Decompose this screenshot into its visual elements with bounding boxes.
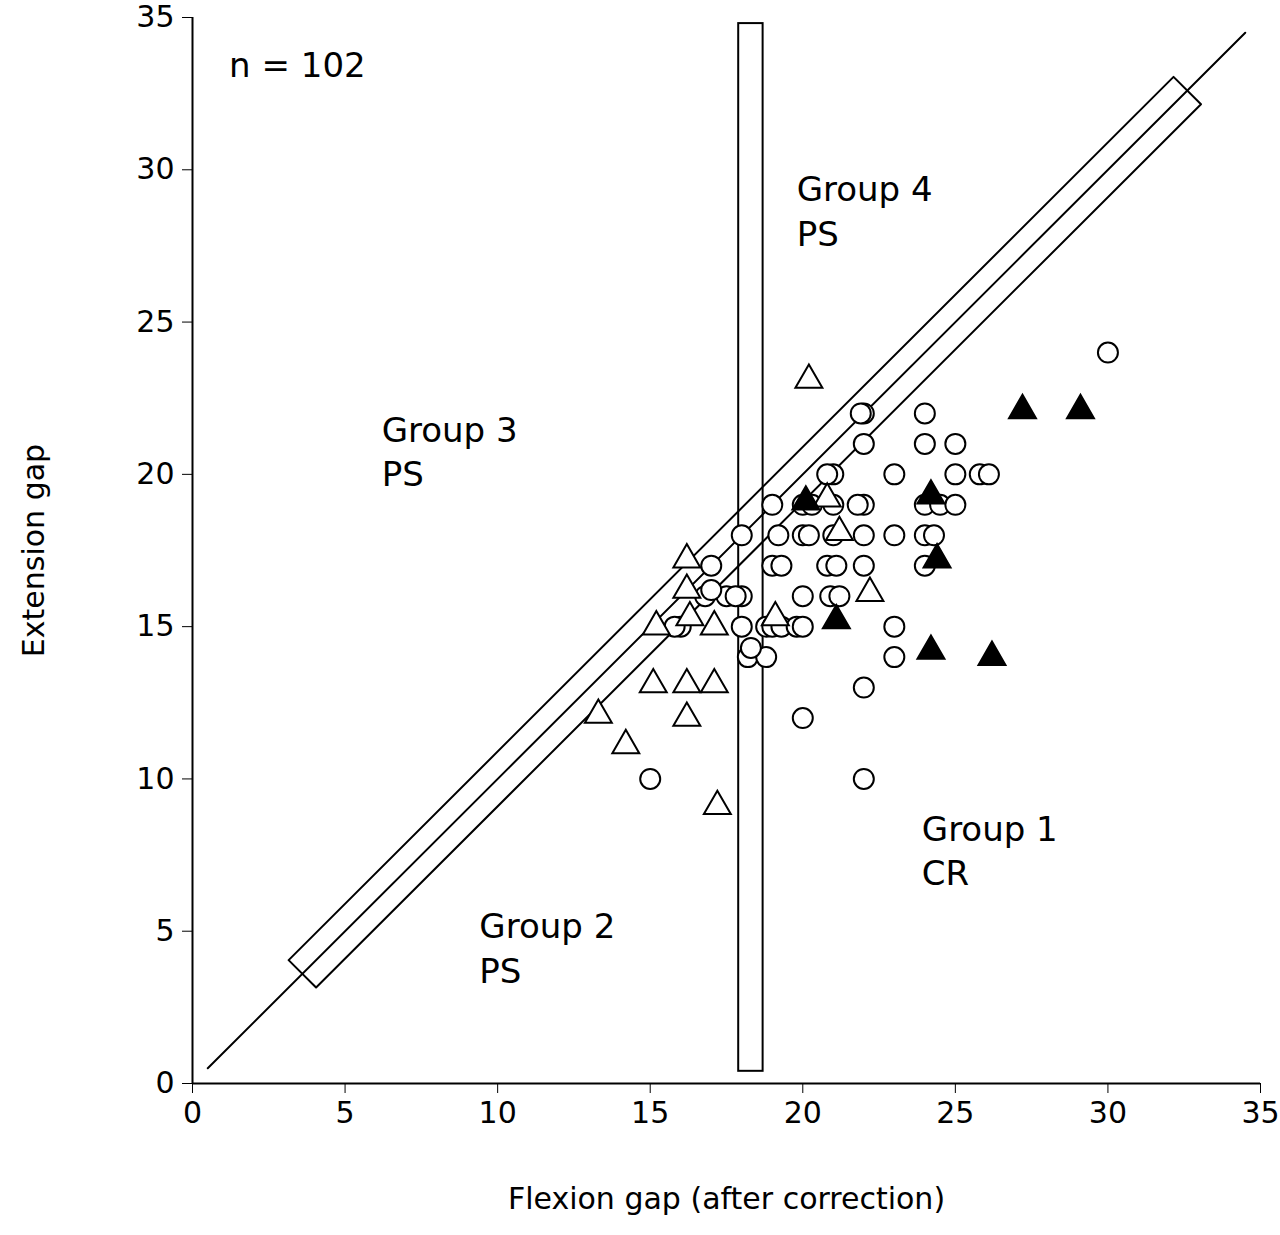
svg-text:35: 35: [136, 0, 174, 34]
svg-text:15: 15: [136, 608, 174, 643]
svg-text:0: 0: [155, 1065, 174, 1100]
svg-text:10: 10: [136, 761, 174, 796]
svg-text:Group 2PS: Group 2PS: [479, 906, 615, 990]
svg-text:Group 1CR: Group 1CR: [922, 809, 1058, 893]
svg-text:5: 5: [155, 913, 174, 948]
svg-text:Group 3PS: Group 3PS: [382, 410, 518, 494]
svg-text:10: 10: [479, 1095, 517, 1130]
svg-text:25: 25: [936, 1095, 974, 1130]
svg-text:35: 35: [1241, 1095, 1279, 1130]
svg-text:Group 4PS: Group 4PS: [797, 169, 933, 253]
svg-text:20: 20: [136, 456, 174, 491]
svg-text:20: 20: [784, 1095, 822, 1130]
svg-text:30: 30: [136, 151, 174, 186]
svg-text:n = 102: n = 102: [229, 45, 366, 85]
svg-text:Flexion gap (after correction): Flexion gap (after correction): [508, 1181, 945, 1216]
svg-text:Extension gap: Extension gap: [16, 444, 51, 657]
svg-text:5: 5: [336, 1095, 355, 1130]
svg-text:25: 25: [136, 304, 174, 339]
svg-text:30: 30: [1089, 1095, 1127, 1130]
svg-text:0: 0: [183, 1095, 202, 1130]
svg-text:15: 15: [631, 1095, 669, 1130]
